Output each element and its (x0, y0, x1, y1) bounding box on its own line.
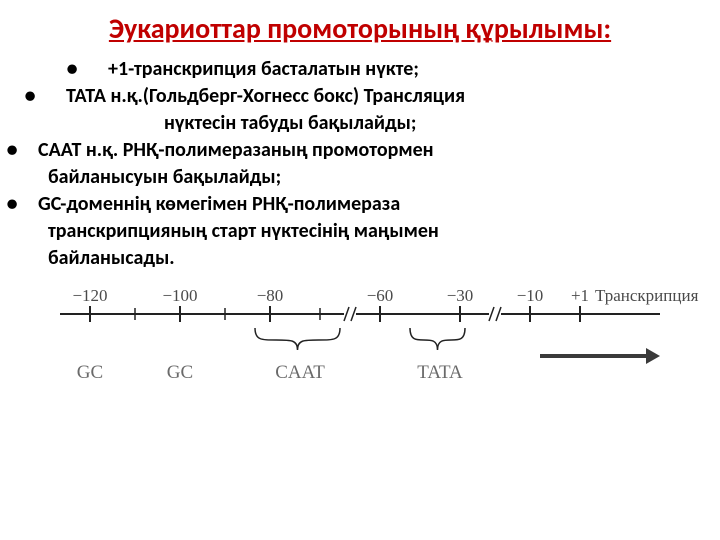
bullet-3: ●СААТ н.қ. РНҚ-полимеразаның промотормен (24, 137, 696, 164)
transcription-label: Транскрипция (595, 286, 698, 306)
promoter-region-label: TATA (417, 362, 463, 384)
promoter-region-label: CAAT (275, 362, 325, 384)
promoter-region-label: GC (167, 362, 193, 384)
bullet-4-cont2: байланысады. (24, 245, 696, 272)
bullet-1-text: +1-транскрипция басталатын нүкте; (108, 57, 419, 81)
axis-tick-label: −10 (517, 286, 544, 306)
bullet-4-text-c: байланысады. (48, 246, 175, 270)
axis-tick-label: −120 (72, 286, 107, 306)
bullet-list: ●+1-транскрипция басталатын нүкте; ●ТАТА… (24, 56, 696, 272)
bullet-2-text-a: ТАТА н.қ.(Гольдберг-Хогнесс бокс) Трансл… (66, 84, 465, 108)
bullet-4-text-b: транскрипцияның старт нүктесінің маңымен (48, 219, 439, 243)
bullet-1: ●+1-транскрипция басталатын нүкте; (24, 56, 696, 83)
bullet-4-text-a: GC-доменнің көмегімен РНҚ-полимераза (38, 192, 400, 216)
bullet-3-cont: байланысуын бақылайды; (24, 164, 696, 191)
promoter-axis-diagram: −120−100−80−60−30−10+1 Транскрипция GCGC… (40, 286, 680, 406)
axis-tick-label: −30 (447, 286, 474, 306)
bullet-4: ●GC-доменнің көмегімен РНҚ-полимераза (24, 191, 696, 218)
axis-tick-label: −60 (367, 286, 394, 306)
bullet-3-text-a: СААТ н.қ. РНҚ-полимеразаның промотормен (38, 138, 434, 162)
bullet-3-text-b: байланысуын бақылайды; (48, 165, 281, 189)
axis-tick-label: +1 (571, 286, 589, 306)
bullet-2-cont: нүктесін табуды бақылайды; (24, 110, 696, 137)
bullet-2-text-b: нүктесін табуды бақылайды; (164, 111, 416, 135)
axis-tick-label: −80 (257, 286, 284, 306)
bullet-4-cont1: транскрипцияның старт нүктесінің маңымен (24, 218, 696, 245)
slide-title: Эукариоттар промоторының құрылымы: (24, 12, 696, 46)
promoter-region-label: GC (77, 362, 103, 384)
axis-tick-label: −100 (162, 286, 197, 306)
bullet-2: ●ТАТА н.қ.(Гольдберг-Хогнесс бокс) Транс… (24, 83, 696, 110)
